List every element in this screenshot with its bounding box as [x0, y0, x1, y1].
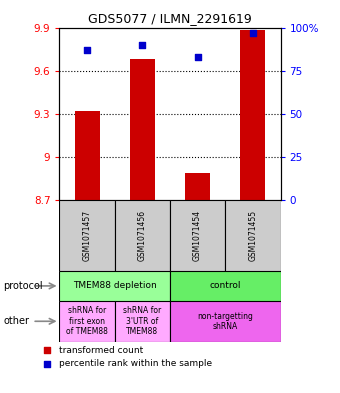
Bar — [59, 271, 170, 301]
Bar — [115, 301, 170, 342]
Text: TMEM88 depletion: TMEM88 depletion — [73, 281, 157, 290]
Text: other: other — [3, 316, 29, 326]
Point — [202, 303, 207, 309]
Text: protocol: protocol — [3, 281, 43, 291]
Bar — [59, 301, 115, 342]
Bar — [75, 111, 100, 200]
Bar — [170, 271, 280, 301]
Point — [140, 42, 145, 48]
Point — [84, 47, 90, 53]
Bar — [170, 200, 225, 271]
Text: GSM1071455: GSM1071455 — [249, 210, 257, 261]
Bar — [115, 200, 170, 271]
Text: shRNA for
3'UTR of
TMEM88: shRNA for 3'UTR of TMEM88 — [123, 307, 162, 336]
Text: GSM1071456: GSM1071456 — [138, 210, 147, 261]
Bar — [225, 200, 280, 271]
Text: non-targetting
shRNA: non-targetting shRNA — [197, 312, 253, 331]
Point — [202, 178, 207, 184]
Bar — [185, 173, 210, 200]
Bar — [59, 200, 115, 271]
Text: percentile rank within the sample: percentile rank within the sample — [59, 360, 212, 368]
Title: GDS5077 / ILMN_2291619: GDS5077 / ILMN_2291619 — [88, 12, 252, 25]
Text: GSM1071457: GSM1071457 — [83, 210, 91, 261]
Bar — [170, 301, 280, 342]
Text: control: control — [209, 281, 241, 290]
Text: shRNA for
first exon
of TMEM88: shRNA for first exon of TMEM88 — [66, 307, 108, 336]
Bar — [240, 30, 265, 200]
Point — [195, 54, 200, 60]
Text: transformed count: transformed count — [59, 346, 143, 354]
Point — [250, 29, 256, 36]
Bar — [130, 59, 155, 200]
Text: GSM1071454: GSM1071454 — [193, 210, 202, 261]
